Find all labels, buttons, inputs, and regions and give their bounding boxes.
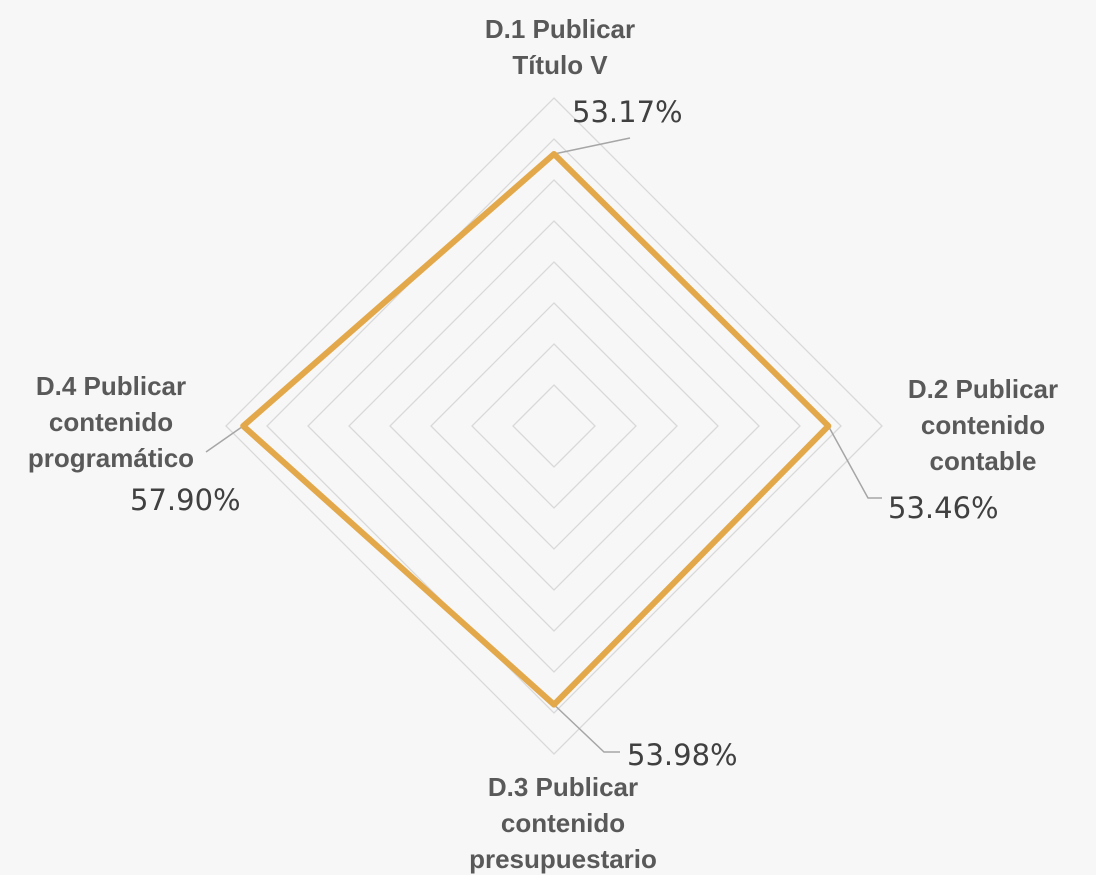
category-label-1: D.1 Publicar Título V — [485, 14, 635, 80]
leader-lines — [205, 137, 882, 753]
data-label-3: 53.98% — [627, 738, 738, 772]
category-label-line: D.4 Publicar — [36, 371, 186, 401]
grid-ring-3 — [430, 302, 678, 550]
category-label-3: D.3 Publicar contenido presupuestario — [469, 772, 657, 874]
grid-ring-4 — [389, 261, 719, 591]
category-label-line: contenido — [501, 808, 625, 838]
leader-line-3 — [553, 704, 620, 753]
category-label-line: contable — [930, 446, 1037, 476]
data-label-2: 53.46% — [888, 491, 999, 525]
data-labels: 53.17% 53.46% 53.98% 57.90% — [130, 95, 999, 772]
category-label-line: contenido — [49, 407, 173, 437]
series-line-0 — [240, 151, 832, 708]
grid-ring-1 — [512, 384, 596, 468]
leader-line-4 — [205, 425, 244, 453]
category-label-line: Título V — [512, 50, 608, 80]
category-label-4: D.4 Publicar contenido programático — [28, 371, 194, 473]
category-label-line: D.2 Publicar — [908, 374, 1058, 404]
grid-ring-5 — [348, 220, 760, 632]
data-label-4: 57.90% — [130, 483, 241, 517]
grid-ring-7 — [266, 138, 842, 714]
grid-ring-6 — [307, 179, 801, 673]
grid-ring-2 — [471, 343, 637, 509]
category-labels: D.1 Publicar Título V D.2 Publicar contenid… — [28, 14, 1058, 874]
category-label-line: D.1 Publicar — [485, 14, 635, 44]
series-layer — [240, 151, 832, 708]
category-label-line: programático — [28, 443, 194, 473]
category-label-line: presupuestario — [469, 844, 657, 874]
grid-ring-8 — [225, 97, 883, 755]
leader-line-1 — [553, 137, 631, 155]
radar-grid — [225, 97, 883, 755]
category-label-2: D.2 Publicar contenido contable — [908, 374, 1058, 476]
data-label-1: 53.17% — [572, 95, 683, 129]
category-label-line: contenido — [921, 410, 1045, 440]
leader-line-2 — [827, 425, 882, 499]
category-label-line: D.3 Publicar — [488, 772, 638, 802]
